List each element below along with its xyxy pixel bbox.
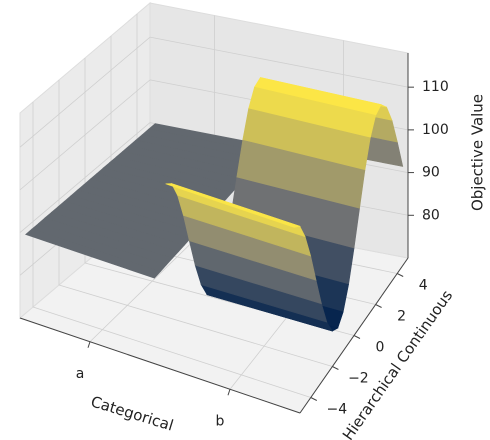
z-tick-label: 100 <box>422 122 449 138</box>
tick-mark <box>375 304 382 308</box>
grid-line <box>19 36 151 148</box>
tick-mark <box>396 273 404 277</box>
grid-line <box>58 284 333 367</box>
surface-patch <box>25 228 161 279</box>
y-tick-label: 0 <box>376 340 385 356</box>
z-axis-label: Objective Value <box>469 94 487 211</box>
grid-line <box>32 306 311 398</box>
y-tick-label: −4 <box>326 402 347 418</box>
grid-line <box>19 79 151 191</box>
grid-line <box>149 36 409 88</box>
y-tick-label: 2 <box>397 309 406 325</box>
tick-mark <box>227 389 231 396</box>
z-tick-label: 90 <box>422 165 440 181</box>
y-tick-label: −2 <box>348 371 369 387</box>
surface-patch <box>165 183 301 228</box>
x-tick-label: a <box>76 366 85 382</box>
tick-mark <box>310 397 318 401</box>
x-tick-label: b <box>216 413 225 429</box>
y-tick-label: 4 <box>419 278 428 294</box>
z-tick-label: 110 <box>422 79 449 95</box>
tick-mark <box>87 341 91 348</box>
x-axis-label: Categorical <box>89 392 176 434</box>
x-axis <box>19 317 301 414</box>
grid-line <box>19 122 151 233</box>
surface <box>25 77 404 332</box>
tick-mark <box>353 335 361 339</box>
z-tick-label: 80 <box>422 207 440 223</box>
y-axis <box>299 257 409 414</box>
tick-mark <box>332 366 339 370</box>
